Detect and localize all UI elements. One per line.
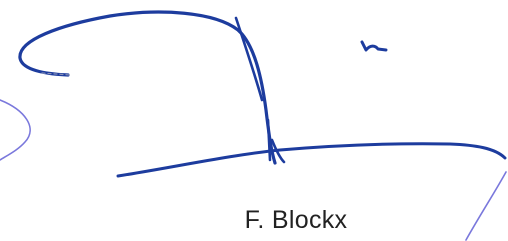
signature-small-mark	[362, 42, 386, 50]
signature-loop	[20, 12, 275, 163]
light-stroke-left	[0, 100, 30, 160]
signature-vertical	[236, 18, 262, 100]
signature-page: F. Blockx	[0, 0, 508, 241]
signature-drawing	[0, 0, 508, 241]
signatory-name: F. Blockx	[0, 206, 508, 235]
signature-underline	[118, 144, 505, 176]
